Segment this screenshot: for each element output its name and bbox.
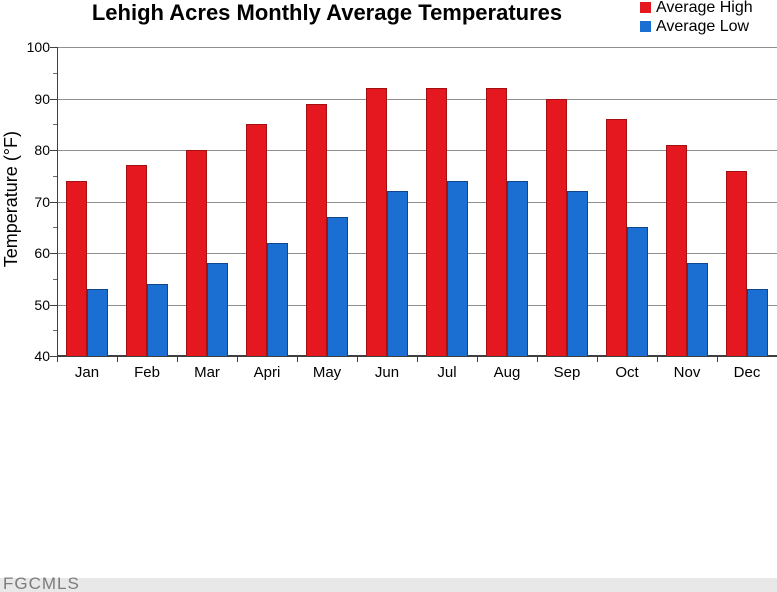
y-tick-label-80: 80	[34, 142, 50, 158]
bar-average-high-apri	[246, 124, 267, 356]
y-major-tick-60	[50, 253, 57, 254]
y-major-tick-50	[50, 305, 57, 306]
gridline-60	[57, 253, 777, 254]
x-tick	[417, 356, 418, 362]
y-axis-line	[57, 47, 58, 361]
x-tick-label-apri: Apri	[253, 364, 281, 381]
y-tick-label-100: 100	[26, 39, 50, 55]
x-tick	[357, 356, 358, 362]
x-tick-label-jul: Jul	[437, 364, 457, 381]
gridline-100	[57, 47, 777, 48]
x-tick	[297, 356, 298, 362]
bar-average-low-oct	[627, 227, 648, 356]
x-tick	[57, 356, 58, 362]
y-tick-label-40: 40	[34, 348, 50, 364]
legend-label: Average High	[656, 0, 753, 16]
bar-average-high-nov	[666, 145, 687, 356]
gridline-80	[57, 150, 777, 151]
y-tick-label-90: 90	[34, 91, 50, 107]
x-tick	[477, 356, 478, 362]
x-tick	[237, 356, 238, 362]
y-minor-tick-65	[53, 227, 57, 228]
x-tick	[177, 356, 178, 362]
x-tick-label-jan: Jan	[74, 364, 100, 381]
x-tick-label-sep: Sep	[553, 364, 581, 381]
bar-average-low-mar	[207, 263, 228, 356]
bar-average-low-dec	[747, 289, 768, 356]
y-major-tick-90	[50, 99, 57, 100]
gridline-70	[57, 202, 777, 203]
bar-average-high-aug	[486, 88, 507, 356]
x-tick	[117, 356, 118, 362]
legend-swatch-icon	[640, 21, 651, 32]
bar-average-high-jan	[66, 181, 87, 356]
legend-item-average-high: Average High	[640, 0, 775, 16]
y-minor-tick-85	[53, 124, 57, 125]
y-tick-label-70: 70	[34, 194, 50, 210]
y-tick-label-50: 50	[34, 297, 50, 313]
watermark-text: FGCMLS	[3, 574, 80, 592]
x-tick-label-aug: Aug	[493, 364, 521, 381]
bar-average-low-jun	[387, 191, 408, 356]
y-tick-label-60: 60	[34, 245, 50, 261]
bar-average-high-jul	[426, 88, 447, 356]
gridline-50	[57, 305, 777, 306]
bar-average-low-aug	[507, 181, 528, 356]
x-tick-label-mar: Mar	[194, 364, 220, 381]
x-tick	[537, 356, 538, 362]
bar-average-high-mar	[186, 150, 207, 356]
legend-item-average-low: Average Low	[640, 18, 775, 35]
bar-average-high-feb	[126, 165, 147, 356]
y-major-tick-100	[50, 47, 57, 48]
x-tick	[717, 356, 718, 362]
bar-average-high-sep	[546, 99, 567, 356]
bar-average-low-nov	[687, 263, 708, 356]
x-tick-label-oct: Oct	[615, 364, 639, 381]
bottom-strip	[0, 578, 777, 592]
bar-average-high-dec	[726, 171, 747, 356]
legend: Average High Average Low	[640, 0, 775, 37]
y-major-tick-80	[50, 150, 57, 151]
bar-average-high-oct	[606, 119, 627, 356]
bar-average-low-may	[327, 217, 348, 356]
bar-average-high-may	[306, 104, 327, 356]
y-minor-tick-45	[53, 330, 57, 331]
bar-average-low-sep	[567, 191, 588, 356]
x-tick-label-may: May	[312, 364, 342, 381]
y-minor-tick-95	[53, 73, 57, 74]
y-major-tick-40	[50, 356, 57, 357]
y-minor-tick-75	[53, 176, 57, 177]
x-tick	[657, 356, 658, 362]
legend-label: Average Low	[656, 18, 750, 35]
gridline-90	[57, 99, 777, 100]
y-minor-tick-55	[53, 279, 57, 280]
x-tick	[597, 356, 598, 362]
x-tick-label-dec: Dec	[733, 364, 761, 381]
legend-swatch-icon	[640, 2, 651, 13]
x-tick-label-jun: Jun	[374, 364, 400, 381]
bar-average-low-jul	[447, 181, 468, 356]
bar-average-low-apri	[267, 243, 288, 356]
bar-average-low-feb	[147, 284, 168, 356]
bar-average-high-jun	[366, 88, 387, 356]
chart-title: Lehigh Acres Monthly Average Temperature…	[91, 0, 563, 25]
bar-average-low-jan	[87, 289, 108, 356]
x-tick-label-feb: Feb	[134, 364, 160, 381]
y-major-tick-70	[50, 202, 57, 203]
x-tick-label-nov: Nov	[673, 364, 701, 381]
